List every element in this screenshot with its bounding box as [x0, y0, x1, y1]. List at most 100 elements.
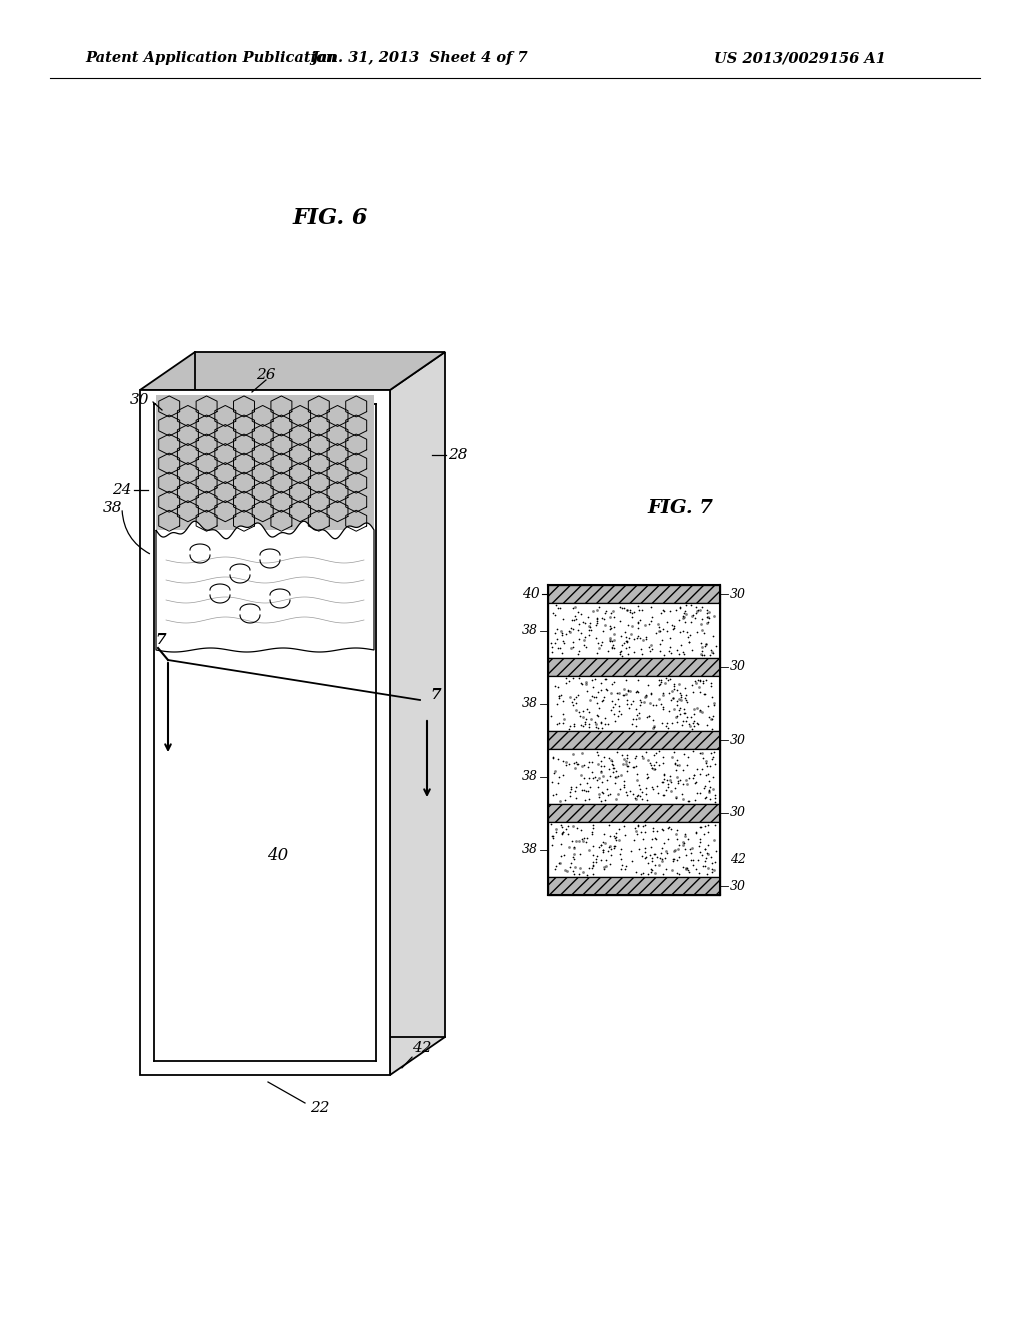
Point — [685, 764, 701, 785]
Text: 42: 42 — [412, 1041, 431, 1055]
Point — [638, 777, 654, 799]
Point — [673, 634, 689, 655]
Point — [659, 776, 676, 797]
Point — [680, 829, 696, 850]
Point — [559, 861, 575, 882]
Point — [654, 752, 671, 774]
Point — [583, 620, 599, 642]
Point — [696, 636, 713, 657]
Point — [582, 612, 598, 634]
Point — [589, 704, 605, 725]
Point — [662, 701, 678, 722]
Point — [551, 713, 567, 734]
Point — [655, 771, 672, 792]
Point — [681, 789, 697, 810]
Point — [665, 686, 681, 708]
Point — [641, 705, 657, 726]
Point — [629, 705, 645, 726]
Point — [645, 717, 662, 738]
Point — [545, 828, 561, 849]
Point — [625, 713, 641, 734]
Point — [631, 599, 647, 620]
Point — [654, 697, 671, 718]
Point — [564, 690, 581, 711]
Point — [663, 643, 679, 664]
Point — [631, 702, 647, 723]
Point — [603, 636, 620, 657]
Point — [593, 791, 609, 812]
Point — [577, 789, 593, 810]
Point — [615, 748, 632, 770]
Point — [590, 681, 606, 702]
Point — [656, 601, 673, 622]
Point — [622, 602, 638, 623]
Point — [680, 747, 696, 768]
Point — [593, 680, 609, 701]
Point — [627, 747, 643, 768]
Point — [617, 781, 634, 803]
Point — [605, 762, 622, 783]
Point — [643, 859, 659, 880]
Point — [675, 710, 691, 731]
Point — [702, 846, 719, 867]
Point — [683, 850, 699, 871]
Text: FIG. 7: FIG. 7 — [647, 499, 713, 517]
Point — [545, 825, 561, 846]
Point — [637, 841, 653, 862]
Point — [644, 776, 660, 797]
Point — [552, 791, 568, 812]
Point — [575, 828, 592, 849]
Point — [658, 620, 675, 642]
Point — [578, 832, 594, 853]
Point — [605, 638, 622, 659]
Point — [666, 849, 682, 870]
Point — [564, 610, 581, 631]
Point — [598, 601, 614, 622]
Point — [692, 701, 709, 722]
Point — [644, 758, 660, 779]
Text: 30: 30 — [730, 807, 746, 820]
Point — [705, 779, 721, 800]
Point — [684, 606, 700, 627]
Point — [675, 606, 691, 627]
Point — [550, 597, 566, 618]
Point — [586, 855, 602, 876]
Point — [685, 605, 701, 626]
Point — [615, 770, 632, 791]
Point — [558, 818, 574, 840]
Point — [625, 784, 641, 805]
Point — [688, 673, 705, 694]
Point — [691, 677, 708, 698]
Point — [602, 836, 618, 857]
Point — [699, 696, 716, 717]
Point — [547, 760, 563, 781]
Point — [605, 697, 622, 718]
Point — [673, 598, 689, 619]
Point — [577, 627, 593, 648]
Point — [588, 851, 604, 873]
Point — [613, 598, 630, 619]
Point — [611, 700, 628, 721]
Point — [629, 770, 645, 791]
Point — [632, 785, 648, 807]
Point — [549, 693, 565, 714]
Point — [589, 643, 605, 664]
Point — [568, 686, 585, 708]
Point — [637, 837, 653, 858]
Point — [590, 706, 606, 727]
Point — [554, 713, 570, 734]
Point — [606, 756, 623, 777]
Point — [669, 755, 685, 776]
Point — [703, 718, 720, 739]
Point — [566, 758, 583, 779]
Point — [585, 601, 601, 622]
Text: 38: 38 — [522, 770, 538, 783]
Point — [703, 748, 720, 770]
Text: 22: 22 — [310, 1101, 330, 1115]
Point — [675, 832, 691, 853]
Point — [678, 770, 694, 791]
Point — [607, 826, 624, 847]
Text: 38: 38 — [522, 624, 538, 638]
Point — [653, 694, 670, 715]
Point — [648, 742, 665, 763]
